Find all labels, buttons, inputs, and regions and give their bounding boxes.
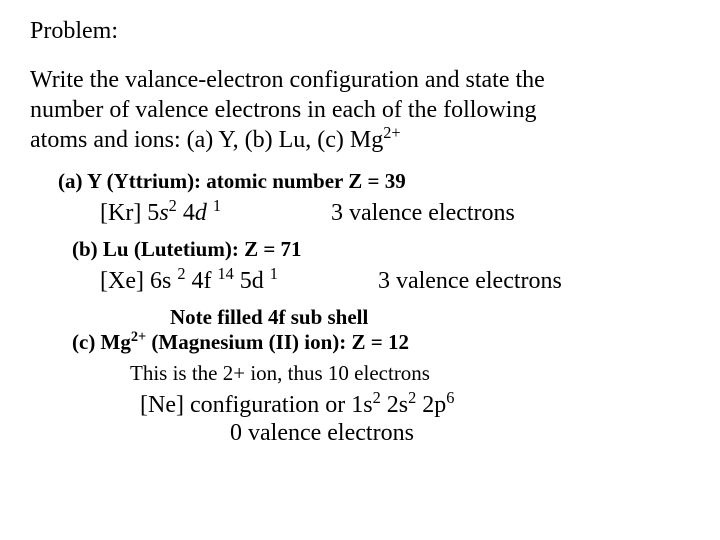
part-a-row: [Kr] 5s2 4d 1 3 valence electrons	[100, 200, 690, 227]
a-s: s	[159, 200, 168, 226]
a-prefix: [Kr] 5	[100, 200, 159, 226]
part-b-valence: 3 valence electrons	[378, 268, 562, 295]
c-fb: 2s	[381, 392, 408, 418]
a-s-sup: 2	[169, 196, 177, 215]
part-b-heading: (b) Lu (Lutetium): Z = 71	[72, 237, 690, 262]
part-c-config: [Ne] configuration or 1s2 2s2 2p6	[140, 390, 690, 420]
prompt-sup: 2+	[383, 123, 400, 142]
part-b-config: [Xe] 6s 2 4f 14 5d 1	[100, 268, 278, 295]
part-c-subline: This is the 2+ ion, thus 10 electrons	[130, 361, 690, 386]
problem-title: Problem:	[30, 18, 690, 45]
a-d: d	[195, 200, 207, 226]
prompt-line-3a: atoms and ions: (a) Y, (b) Lu, (c) Mg	[30, 127, 383, 153]
b-mid2: 5d	[234, 268, 270, 294]
c-fc: 2p	[416, 392, 446, 418]
c-fa: [Ne] configuration or 1s	[140, 392, 373, 418]
part-b-row: [Xe] 6s 2 4f 14 5d 1 3 valence electrons	[100, 268, 690, 295]
prompt-line-1: Write the valance-electron configuration…	[30, 67, 545, 93]
a-d-sup: 1	[213, 196, 221, 215]
part-c-valence: 0 valence electrons	[230, 420, 690, 447]
b-sup3: 1	[270, 264, 278, 283]
part-a-config: [Kr] 5s2 4d 1	[100, 200, 221, 227]
problem-prompt: Write the valance-electron configuration…	[30, 65, 690, 155]
page-content: Problem: Write the valance-electron conf…	[0, 0, 720, 457]
part-a-valence: 3 valence electrons	[331, 200, 515, 227]
a-mid: 4	[177, 200, 195, 226]
part-b-note: Note filled 4f sub shell	[170, 305, 690, 330]
c-head-b: (Magnesium (II) ion): Z = 12	[146, 330, 409, 354]
b-sup2: 14	[217, 264, 233, 283]
c-head-sup: 2+	[131, 329, 146, 345]
prompt-line-2: number of valence electrons in each of t…	[30, 97, 536, 123]
part-c-heading: (c) Mg2+ (Magnesium (II) ion): Z = 12	[72, 330, 690, 355]
c-s1: 2	[373, 388, 381, 407]
c-s3: 6	[446, 388, 454, 407]
b-mid1: 4f	[185, 268, 217, 294]
part-a-heading: (a) Y (Yttrium): atomic number Z = 39	[58, 169, 690, 194]
c-head-a: (c) Mg	[72, 330, 131, 354]
b-prefix: [Xe] 6s	[100, 268, 177, 294]
